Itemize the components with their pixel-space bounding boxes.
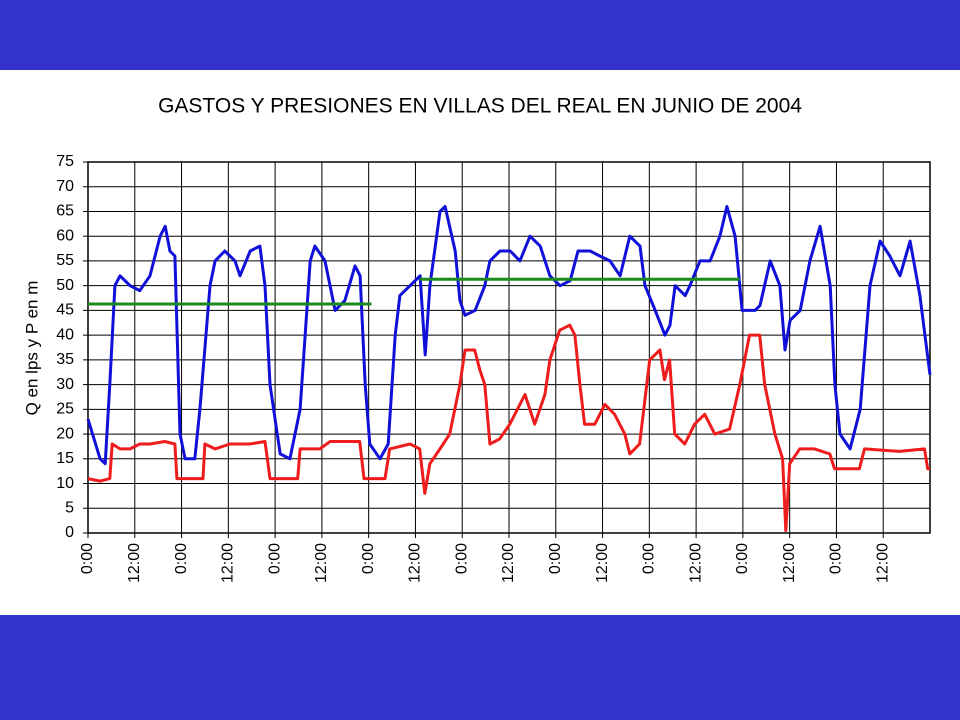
y-tick-label: 35 <box>56 351 74 368</box>
top-band <box>0 0 960 70</box>
y-tick-label: 50 <box>56 277 74 294</box>
y-tick-label: 70 <box>56 178 74 195</box>
y-tick-label: 75 <box>56 153 74 170</box>
y-tick-label: 5 <box>65 499 74 516</box>
y-tick-label: 25 <box>56 401 74 418</box>
x-tick-label: 12:00 <box>594 543 611 583</box>
y-axis-label: Q en lps y P en m <box>22 281 41 416</box>
x-tick-label: 0:00 <box>453 543 470 574</box>
y-tick-label: 0 <box>65 524 74 541</box>
plot-area: 0 5 10 15 20 25 30 35 40 45 50 55 60 65 70 75 0:00 12:00 0… <box>56 153 932 583</box>
x-tick-label: 12:00 <box>220 543 237 583</box>
plot-border <box>87 161 931 534</box>
y-tick-label: 20 <box>56 425 74 442</box>
y-tick-label: 45 <box>56 302 74 319</box>
y-tick-label: 30 <box>56 376 74 393</box>
x-tick-label: 0:00 <box>173 543 190 574</box>
y-tick-label: 65 <box>56 203 74 220</box>
bottom-band <box>0 615 960 720</box>
y-tick-label: 55 <box>56 252 74 269</box>
x-tick-label: 0:00 <box>734 543 751 574</box>
data-line <box>87 323 930 532</box>
x-tick-label: 12:00 <box>874 543 891 583</box>
x-tick-label: 12:00 <box>500 543 517 583</box>
x-tick-label: 0:00 <box>79 543 96 574</box>
x-tick-label: 0:00 <box>266 543 283 574</box>
y-tick-label: 15 <box>56 450 74 467</box>
x-tick-label: 12:00 <box>126 543 143 583</box>
chart-title: GASTOS Y PRESIONES EN VILLAS DEL REAL EN… <box>158 95 802 118</box>
y-tick-label: 40 <box>56 326 74 343</box>
x-tick-label: 0:00 <box>828 543 845 574</box>
x-tick-label: 12:00 <box>407 543 424 583</box>
x-tick-label: 0:00 <box>360 543 377 574</box>
x-tick-label: 12:00 <box>687 543 704 583</box>
x-tick-label: 12:00 <box>781 543 798 583</box>
data-line <box>86 205 932 466</box>
x-tick-label: 0:00 <box>547 543 564 574</box>
x-tick-label: 0:00 <box>641 543 658 574</box>
x-tick-label: 12:00 <box>313 543 330 583</box>
y-tick-label: 60 <box>56 227 74 244</box>
y-tick-label: 10 <box>56 475 74 492</box>
